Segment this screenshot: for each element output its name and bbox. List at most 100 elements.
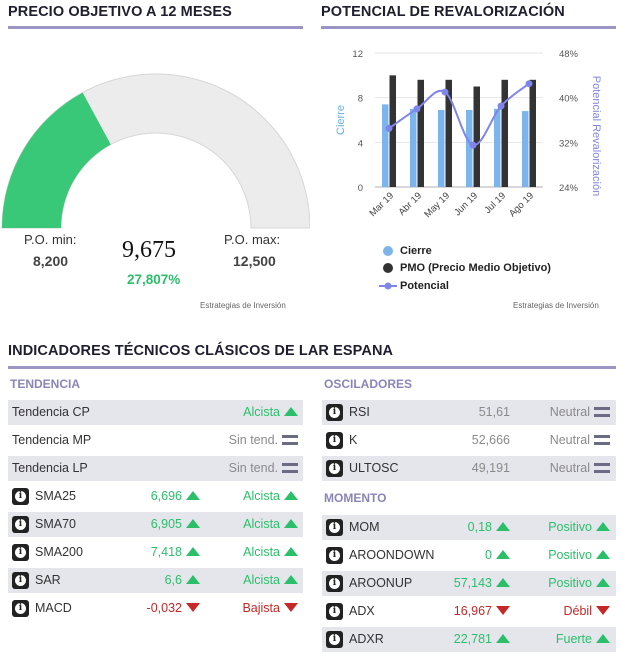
bar-cierre[interactable] bbox=[410, 108, 417, 187]
info-glyph: i bbox=[15, 547, 26, 558]
indicator-signal-text: Neutral bbox=[549, 433, 590, 447]
point-potencial[interactable] bbox=[497, 102, 505, 110]
y-tick-label: 8 bbox=[358, 94, 363, 105]
indicator-signal: Neutral bbox=[550, 428, 610, 453]
arrow-up-icon bbox=[596, 634, 610, 644]
indicator-signal-text: Positivo bbox=[548, 548, 592, 562]
info-icon[interactable]: i bbox=[326, 404, 343, 421]
gauge-section-rule bbox=[8, 26, 303, 29]
indicators-rule bbox=[8, 366, 616, 369]
info-icon[interactable]: i bbox=[12, 516, 29, 533]
info-icon[interactable]: i bbox=[326, 547, 343, 564]
indicator-signal: Fuerte bbox=[556, 627, 610, 652]
indicator-signal-text: Bajista bbox=[242, 601, 280, 615]
chart-section-rule bbox=[321, 26, 616, 29]
bar-cierre[interactable] bbox=[382, 104, 389, 187]
bar-pmo[interactable] bbox=[417, 79, 425, 187]
indicator-name: Tendencia MP bbox=[12, 433, 92, 447]
arrow-up-icon bbox=[284, 519, 298, 529]
info-icon[interactable]: i bbox=[326, 432, 343, 449]
indicator-row-tendencia-lp: Tendencia LP Sin tend. bbox=[8, 456, 303, 481]
legend-item-potencial[interactable]: Potencial bbox=[379, 277, 551, 295]
bar-pmo[interactable] bbox=[389, 75, 397, 187]
indicator-name: MOM bbox=[349, 520, 380, 534]
arrow-down-icon bbox=[186, 603, 200, 613]
indicator-row-mom: i MOM 0,18 Positivo bbox=[322, 515, 616, 540]
gauge-min-value: 8,200 bbox=[33, 253, 69, 269]
gauge-min-label: P.O. min: bbox=[24, 232, 77, 247]
indicator-value: -0,032 bbox=[147, 596, 200, 621]
indicator-signal: Bajista bbox=[242, 596, 298, 621]
bar-pmo[interactable] bbox=[445, 79, 453, 187]
point-potencial[interactable] bbox=[413, 105, 421, 113]
info-icon[interactable]: i bbox=[326, 631, 343, 648]
indicator-value: 51,61 bbox=[479, 400, 510, 425]
y-tick-label: 0 bbox=[358, 183, 363, 194]
legend-swatch-cierre bbox=[383, 245, 393, 256]
info-glyph: i bbox=[329, 550, 340, 561]
info-glyph: i bbox=[329, 435, 340, 446]
legend-label-pmo: PMO (Precio Medio Objetivo) bbox=[400, 262, 551, 275]
arrow-up-icon bbox=[496, 578, 510, 588]
legend-swatch-potencial bbox=[379, 282, 397, 290]
y2-tick-label: 48% bbox=[559, 49, 579, 60]
legend-item-pmo[interactable]: PMO (Precio Medio Objetivo) bbox=[383, 260, 551, 278]
info-glyph: i bbox=[15, 603, 26, 614]
info-icon[interactable]: i bbox=[326, 575, 343, 592]
arrow-up-icon bbox=[496, 522, 510, 532]
indicator-value-text: 57,143 bbox=[453, 576, 492, 590]
chart-left-axis-title: Cierre bbox=[335, 105, 347, 135]
info-glyph: i bbox=[329, 522, 340, 533]
indicator-value: 52,666 bbox=[472, 428, 510, 453]
info-icon[interactable]: i bbox=[326, 603, 343, 620]
arrow-up-icon bbox=[596, 578, 610, 588]
indicator-value: 49,191 bbox=[472, 456, 510, 481]
indicator-value: 57,143 bbox=[454, 571, 510, 596]
indicator-row-rsi: i RSI 51,61 Neutral bbox=[322, 400, 616, 425]
group-title-osciladores: OSCILADORES bbox=[324, 377, 413, 391]
bar-cierre[interactable] bbox=[522, 111, 529, 187]
info-glyph: i bbox=[15, 575, 26, 586]
info-icon[interactable]: i bbox=[326, 460, 343, 477]
indicator-row-adx: i ADX 16,967 Débil bbox=[322, 599, 616, 624]
bar-pmo[interactable] bbox=[529, 79, 537, 187]
info-icon[interactable]: i bbox=[12, 572, 29, 589]
gauge-potential-percent: 27,807% bbox=[127, 272, 181, 287]
bar-pmo[interactable] bbox=[473, 86, 481, 188]
indicator-row-macd: i MACD -0,032 Bajista bbox=[8, 596, 303, 621]
point-potencial[interactable] bbox=[525, 80, 533, 88]
bar-cierre[interactable] bbox=[494, 108, 501, 187]
point-potencial[interactable] bbox=[385, 124, 393, 132]
indicator-value: 22,781 bbox=[454, 627, 510, 652]
indicator-signal-text: Alcista bbox=[243, 405, 280, 419]
arrow-down-icon bbox=[496, 606, 510, 616]
legend-label-potencial: Potencial bbox=[400, 279, 449, 292]
point-potencial[interactable] bbox=[469, 141, 477, 149]
indicator-value: 0 bbox=[485, 543, 510, 568]
indicator-value-text: 52,666 bbox=[471, 433, 510, 447]
bar-cierre[interactable] bbox=[438, 109, 445, 187]
legend-item-cierre[interactable]: Cierre bbox=[383, 242, 551, 260]
point-potencial[interactable] bbox=[441, 88, 449, 96]
indicator-row-tendencia-cp: Tendencia CP Alcista bbox=[8, 400, 303, 425]
indicator-value-text: -0,032 bbox=[146, 601, 182, 615]
info-icon[interactable]: i bbox=[326, 519, 343, 536]
bar-pmo[interactable] bbox=[501, 79, 509, 187]
y2-tick-label: 40% bbox=[559, 94, 579, 105]
indicator-name: K bbox=[349, 433, 358, 447]
indicator-signal: Sin tend. bbox=[229, 428, 298, 453]
indicator-value-text: 7,418 bbox=[150, 545, 182, 559]
indicator-signal-text: Fuerte bbox=[555, 632, 592, 646]
info-icon[interactable]: i bbox=[12, 600, 29, 617]
indicator-value: 6,696 bbox=[151, 484, 200, 509]
indicator-row-adxr: i ADXR 22,781 Fuerte bbox=[322, 627, 616, 652]
info-icon[interactable]: i bbox=[12, 544, 29, 561]
x-tick-label: May 19 bbox=[422, 190, 452, 220]
bar-cierre[interactable] bbox=[466, 109, 473, 187]
info-icon[interactable]: i bbox=[12, 488, 29, 505]
info-glyph: i bbox=[329, 634, 340, 645]
indicator-value-text: 6,905 bbox=[150, 517, 182, 531]
indicator-row-sma200: i SMA200 7,418 Alcista bbox=[8, 540, 303, 565]
indicator-value: 7,418 bbox=[151, 540, 200, 565]
